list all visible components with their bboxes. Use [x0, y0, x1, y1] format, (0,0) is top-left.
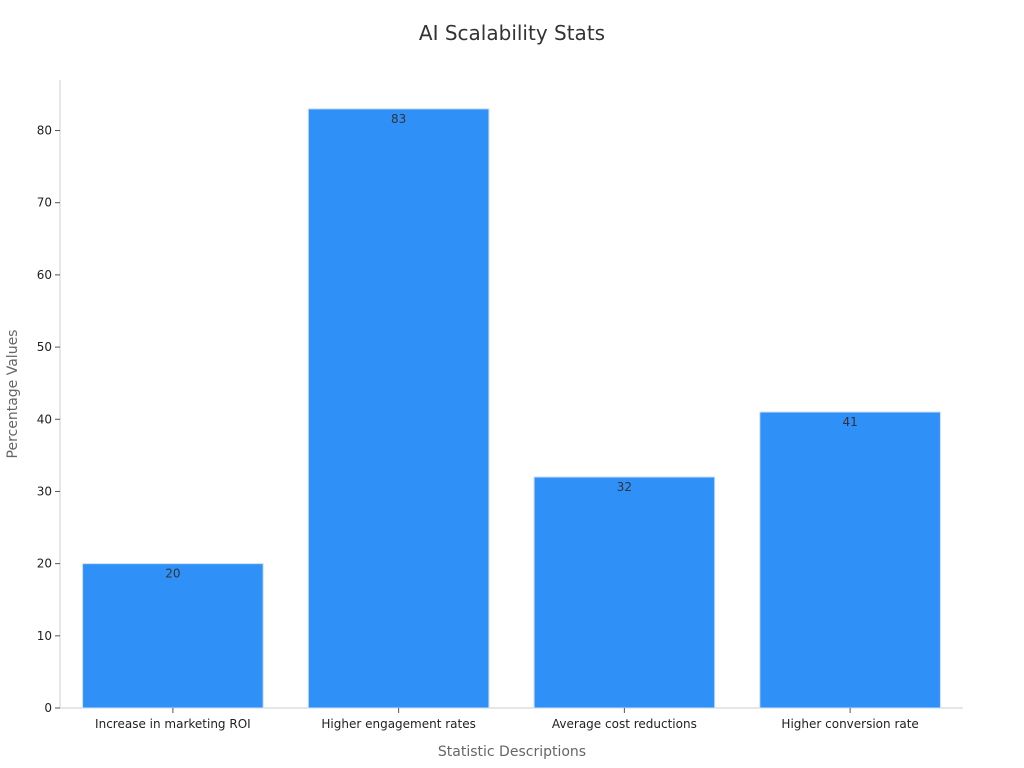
- x-axis-label: Statistic Descriptions: [438, 744, 586, 760]
- y-tick-label: 70: [37, 196, 52, 210]
- y-tick-label: 10: [37, 629, 52, 643]
- x-tick-label: Increase in marketing ROI: [95, 717, 251, 731]
- bar[interactable]: [82, 563, 264, 709]
- y-tick-label: 30: [37, 484, 52, 498]
- bar-value-label: 20: [165, 567, 180, 581]
- x-tick-label: Average cost reductions: [552, 717, 697, 731]
- bar-value-label: 83: [391, 112, 406, 126]
- bar-value-label: 32: [617, 480, 632, 494]
- plot-area: 0 10 20 30 40 50 60 70 80 20 Increase in marketing…: [37, 80, 963, 731]
- y-tick-label: 0: [44, 701, 52, 715]
- y-tick-label: 40: [37, 412, 52, 426]
- bar-value-label: 41: [842, 415, 857, 429]
- y-tick-label: 20: [37, 557, 52, 571]
- y-tick-label: 50: [37, 340, 52, 354]
- chart-title: AI Scalability Stats: [419, 21, 605, 45]
- y-tick-label: 60: [37, 268, 52, 282]
- bar[interactable]: [307, 108, 490, 709]
- y-axis-label: Percentage Values: [5, 330, 21, 459]
- bar[interactable]: [533, 476, 716, 709]
- bar[interactable]: [759, 411, 941, 709]
- y-tick-label: 80: [37, 124, 52, 138]
- x-tick-label: Higher conversion rate: [781, 717, 918, 731]
- x-tick-label: Higher engagement rates: [321, 717, 476, 731]
